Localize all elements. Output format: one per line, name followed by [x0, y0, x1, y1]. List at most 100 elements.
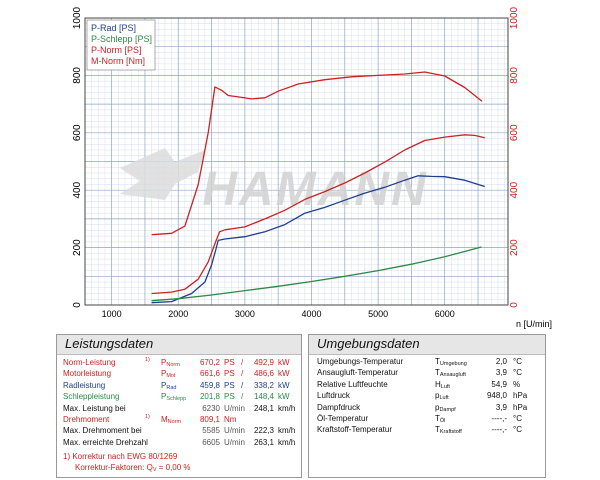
leistung-label: Norm-Leistung: [63, 358, 116, 367]
leistung-label: Max. erreichte Drehzahl: [63, 437, 148, 447]
leistung-symbol-letter: P: [161, 369, 167, 379]
leistung-separator: /: [241, 380, 244, 390]
hamann-watermark: HAMANN: [120, 148, 426, 216]
umgebungsdaten-row: Ansaugluft-Temperatur TAnsaugluft 3,9 °C: [309, 367, 545, 378]
x-axis-unit-label: n [U/min]: [516, 319, 552, 329]
umgebung-symbol-letter: T: [435, 414, 440, 423]
x-tick-label: 1000: [102, 309, 122, 319]
umgebung-label: Öl-Temperatur: [317, 414, 369, 423]
leistung-unit-1: U/min: [224, 437, 245, 447]
umgebung-symbol: pDampf: [435, 402, 456, 416]
umgebung-unit: hPa: [513, 391, 528, 401]
leistung-symbol-letter: P: [161, 358, 167, 367]
umgebung-label: Kraftstoff-Temperatur: [317, 425, 392, 435]
leistungsdaten-row: Max. erreichte Drehzahl 6605 U/min 263,1 km/…: [57, 437, 301, 448]
leistung-symbol-letter: P: [161, 392, 167, 402]
series-line-1: [151, 175, 485, 304]
korrektur-faktoren-subscript: V: [152, 467, 157, 473]
leistung-symbol: MNorm: [161, 414, 181, 428]
y-left-tick-label: 400: [72, 181, 83, 198]
umgebungsdaten-panel: Umgebungsdaten Umgebungs-Temperatur TUmge…: [308, 334, 546, 478]
leistung-label: Max. Drehmoment bei: [63, 426, 142, 436]
leistung-unit-1: Nm: [224, 415, 237, 424]
umgebung-symbol-subscript: Luft: [439, 395, 449, 402]
leistung-unit-2: kW: [278, 392, 290, 402]
leistung-symbol: PMot: [161, 368, 176, 382]
y-right-tick-label: 400: [509, 181, 520, 198]
y-left-tick-label: 0: [72, 302, 83, 308]
x-tick-label: 4000: [301, 309, 321, 319]
umgebung-symbol-letter: T: [435, 357, 440, 366]
leistung-symbol: PRad: [161, 380, 176, 394]
umgebung-symbol: TKraftstoff: [435, 424, 462, 438]
legend-entry-4: M-Norm [Nm]: [91, 56, 145, 66]
korrektur-faktoren-value: = 0,00 %: [158, 463, 191, 472]
umgebung-symbol-letter: T: [435, 425, 440, 435]
umgebung-unit: hPa: [513, 402, 528, 412]
umgebung-symbol-subscript: Kraftstoff: [439, 429, 462, 436]
umgebung-symbol: TAnsaugluft: [435, 367, 466, 381]
umgebung-symbol-subscript: Öl: [439, 418, 446, 424]
y-right-tick-label: 200: [509, 239, 520, 256]
leistungsdaten-panel: Leistungsdaten Norm-Leistung 1) PNorm 670,2…: [56, 334, 302, 478]
korrektur-faktoren-label: Korrektur-Faktoren:: [75, 463, 145, 472]
leistungsdaten-title: Leistungsdaten: [65, 336, 154, 351]
umgebung-unit: °C: [513, 368, 522, 378]
leistungsdaten-row: Max. Leistung bei 6230 U/min 248,1 km/h: [57, 403, 301, 414]
umgebung-label: Luftdruck: [317, 391, 350, 401]
leistung-value-2: 338,2: [253, 380, 274, 390]
umgebung-unit: °C: [513, 357, 522, 366]
plot-frame: [84, 17, 509, 306]
umgebungsdaten-row: Dampfdruck pDampf 3,9 hPa: [309, 402, 545, 413]
umgebungsdaten-row: Öl-Temperatur TÖl ----,- °C: [309, 413, 545, 424]
leistung-footnote-marker: 1): [145, 357, 150, 363]
leistung-unit-1: PS: [224, 358, 235, 367]
umgebung-symbol-subscript: Ansaugluft: [439, 372, 466, 379]
leistung-symbol: PSchlepp: [161, 391, 186, 405]
leistung-symbol-subscript: Rad: [166, 384, 177, 391]
y-right-tick-label: 0: [509, 302, 520, 308]
umgebungsdaten-row: Umgebungs-Temperatur TUmgebung 2,0 °C: [309, 356, 545, 367]
leistung-symbol: PNorm: [161, 357, 180, 371]
umgebung-unit: °C: [513, 414, 522, 423]
leistung-label: Max. Leistung bei: [63, 403, 126, 413]
umgebungsdaten-title: Umgebungsdaten: [317, 336, 420, 351]
leistung-separator: /: [241, 392, 244, 402]
y-right-tick-label: 600: [509, 124, 520, 141]
leistungsdaten-row: Radleistung PRad 459,8 PS / 338,2 kW: [57, 380, 301, 391]
umgebung-symbol-letter: H: [435, 379, 441, 389]
leistung-value-1: 201,8: [199, 392, 220, 402]
umgebungsdaten-header: Umgebungsdaten: [309, 335, 545, 355]
chart-axes: 0 200 400 600 800 1000 0 200 400 600 800 1000 1000 20…: [72, 6, 552, 329]
leistung-unit-2: km/h: [278, 437, 296, 447]
x-tick-label: 6000: [435, 309, 455, 319]
umgebungsdaten-row: Relative Luftfeuchte HLuft 54,9%: [309, 379, 545, 390]
umgebung-unit: °C: [513, 425, 522, 435]
umgebung-symbol-letter: T: [435, 368, 440, 378]
leistung-label: Schleppleistung: [63, 392, 120, 402]
x-tick-label: 3000: [235, 309, 255, 319]
legend-entry-2: P-Schlepp [PS]: [91, 34, 152, 44]
dyno-chart: HAMANN 0 200 400 600 800 1000 0 200 400 600 800 100…: [72, 6, 552, 329]
footnote-korrektur: 1) Korrektur nach EWG 80/1269: [63, 452, 178, 461]
leistung-value-2: 492,9: [253, 358, 274, 367]
leistung-unit-2: kW: [278, 380, 290, 390]
umgebung-value: 3,9: [495, 402, 507, 412]
umgebung-label: Umgebungs-Temperatur: [317, 357, 404, 366]
y-left-tick-label: 800: [72, 67, 83, 84]
leistung-unit-2: kW: [278, 358, 290, 367]
leistung-value-1: 661,6: [199, 369, 220, 379]
watermark-arrow-icon: [120, 148, 205, 200]
leistung-symbol-subscript: Norm: [166, 362, 180, 368]
leistung-value-1: 6605: [202, 437, 220, 447]
leistung-symbol-letter: P: [161, 380, 167, 390]
leistung-label: Motorleistung: [63, 369, 112, 379]
leistung-symbol-letter: M: [161, 415, 168, 424]
x-tick-label: 5000: [368, 309, 388, 319]
umgebungsdaten-row: Kraftstoff-Temperatur TKraftstoff ----,- °C: [309, 424, 545, 435]
leistung-label: Radleistung: [63, 380, 106, 390]
leistungsdaten-row: Schleppleistung PSchlepp 201,8 PS / 148,4 kW: [57, 391, 301, 402]
leistung-unit-1: PS: [224, 392, 235, 402]
leistung-unit-1: PS: [224, 380, 235, 390]
leistung-unit-2: km/h: [278, 403, 296, 413]
